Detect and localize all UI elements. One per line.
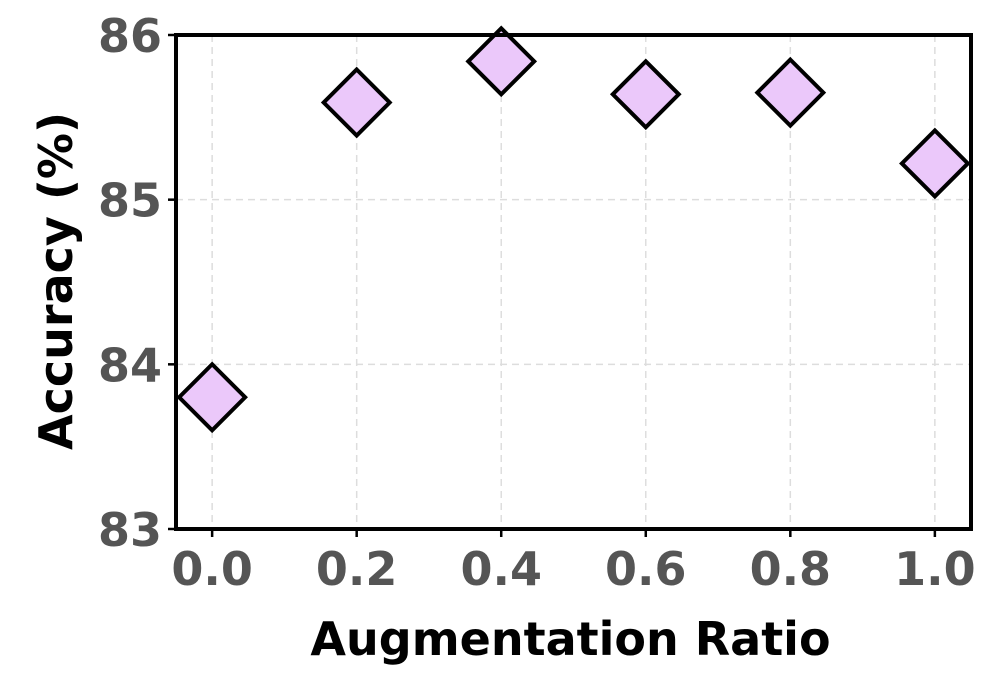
y-tick-label: 83: [98, 503, 162, 557]
x-tick-label: 1.0: [894, 542, 976, 596]
data-point-diamond: [176, 361, 248, 434]
x-tick-label: 0.2: [316, 542, 398, 596]
y-tick-label: 85: [98, 174, 162, 228]
x-tick-label: 0.8: [750, 542, 832, 596]
x-tick-label: 0.6: [605, 542, 687, 596]
data-point-diamond: [320, 66, 393, 139]
data-point-diamond: [465, 25, 538, 98]
x-tick-label: 0.0: [171, 542, 253, 596]
y-tick-label: 84: [98, 338, 162, 392]
plot-frame: [174, 33, 973, 531]
x-axis-title: Augmentation Ratio: [310, 612, 830, 666]
y-tick-label: 86: [98, 9, 162, 63]
axis-ticks: 0.0 0.2 0.4 0.6 0.8 1.0 83 84 85 86: [98, 9, 976, 596]
data-point-diamond: [609, 58, 682, 131]
grid: [176, 34, 971, 530]
data-point-diamond: [754, 56, 827, 129]
data-points: [176, 25, 971, 434]
x-tick-label: 0.4: [460, 542, 542, 596]
y-axis-title: Accuracy (%): [29, 112, 83, 450]
data-point-diamond: [899, 127, 971, 200]
